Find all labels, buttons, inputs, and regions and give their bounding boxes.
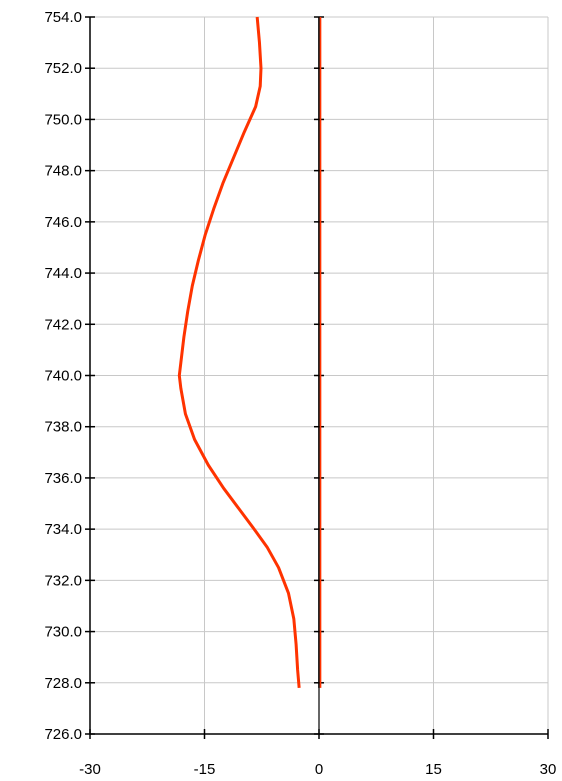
y-tick-label: 744.0 — [44, 265, 82, 282]
x-tick-label: 0 — [315, 761, 323, 778]
series-layer — [177, 16, 322, 689]
y-tick-label: 726.0 — [44, 726, 82, 743]
series-line-0 — [177, 16, 301, 689]
x-tick-label: 30 — [540, 761, 557, 778]
x-tick-label: -15 — [194, 761, 216, 778]
y-tick-label: 732.0 — [44, 572, 82, 589]
y-tick-label: 746.0 — [44, 214, 82, 231]
y-tick-label: 734.0 — [44, 521, 82, 538]
axes — [85, 16, 549, 739]
y-tick-label: 754.0 — [44, 9, 82, 26]
y-tick-label: 748.0 — [44, 163, 82, 180]
y-tick-label: 738.0 — [44, 419, 82, 436]
y-tick-label: 736.0 — [44, 470, 82, 487]
x-tick-label: 15 — [425, 761, 442, 778]
y-tick-label: 740.0 — [44, 368, 82, 385]
y-tick-label: 750.0 — [44, 111, 82, 128]
x-tick-label: -30 — [79, 761, 101, 778]
y-tick-label: 742.0 — [44, 316, 82, 333]
y-tick-label: 752.0 — [44, 60, 82, 77]
y-tick-label: 730.0 — [44, 624, 82, 641]
y-tick-label: 728.0 — [44, 675, 82, 692]
tick-labels: 726.0 728.0 730.0 732.0 734.0 736.0 738.0 740.0… — [44, 9, 556, 778]
